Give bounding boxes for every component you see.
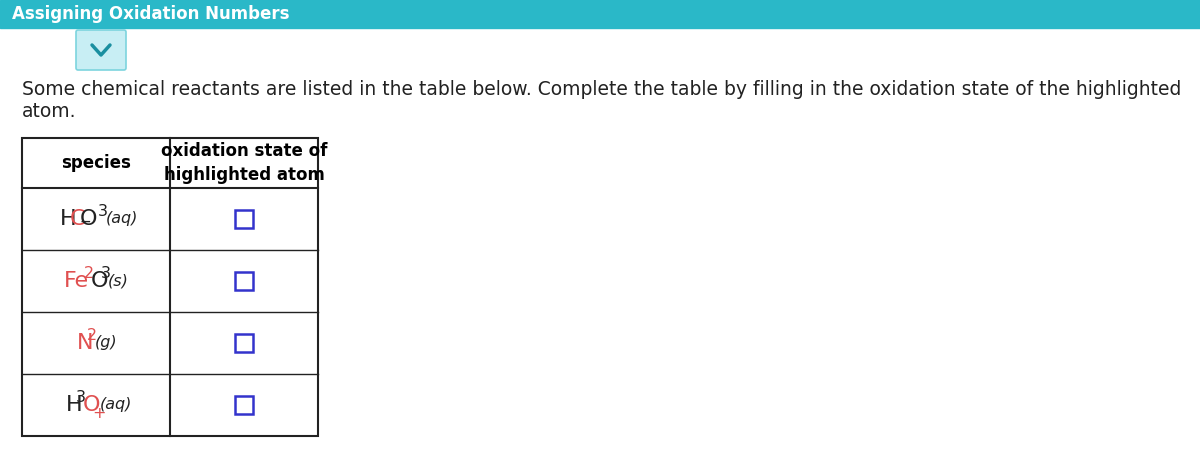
Text: (aq): (aq) xyxy=(106,212,138,226)
Text: 3: 3 xyxy=(76,390,85,406)
Text: N: N xyxy=(77,333,94,353)
Text: Fe: Fe xyxy=(64,271,89,291)
Bar xyxy=(22,138,318,436)
Text: (aq): (aq) xyxy=(100,397,132,413)
Text: O: O xyxy=(83,395,100,415)
Bar xyxy=(235,272,253,290)
Text: H: H xyxy=(66,395,82,415)
FancyBboxPatch shape xyxy=(76,30,126,70)
Text: +: + xyxy=(92,407,106,421)
Text: Assigning Oxidation Numbers: Assigning Oxidation Numbers xyxy=(12,5,289,23)
Bar xyxy=(0,0,1200,28)
Text: 2: 2 xyxy=(88,328,97,344)
Bar xyxy=(235,334,253,352)
Text: H: H xyxy=(60,209,77,229)
Text: 2: 2 xyxy=(84,267,94,281)
Text: oxidation state of
highlighted atom: oxidation state of highlighted atom xyxy=(161,142,328,184)
Text: (g): (g) xyxy=(95,335,118,351)
Text: O: O xyxy=(79,209,97,229)
Text: C: C xyxy=(70,209,85,229)
Text: 3: 3 xyxy=(98,205,108,219)
Text: O: O xyxy=(91,271,108,291)
Bar xyxy=(235,396,253,414)
Text: Some chemical reactants are listed in the table below. Complete the table by fil: Some chemical reactants are listed in th… xyxy=(22,80,1181,99)
Text: 3: 3 xyxy=(101,267,110,281)
Text: (s): (s) xyxy=(108,274,128,288)
Bar xyxy=(235,210,253,228)
Text: species: species xyxy=(61,154,131,172)
Text: atom.: atom. xyxy=(22,102,77,121)
